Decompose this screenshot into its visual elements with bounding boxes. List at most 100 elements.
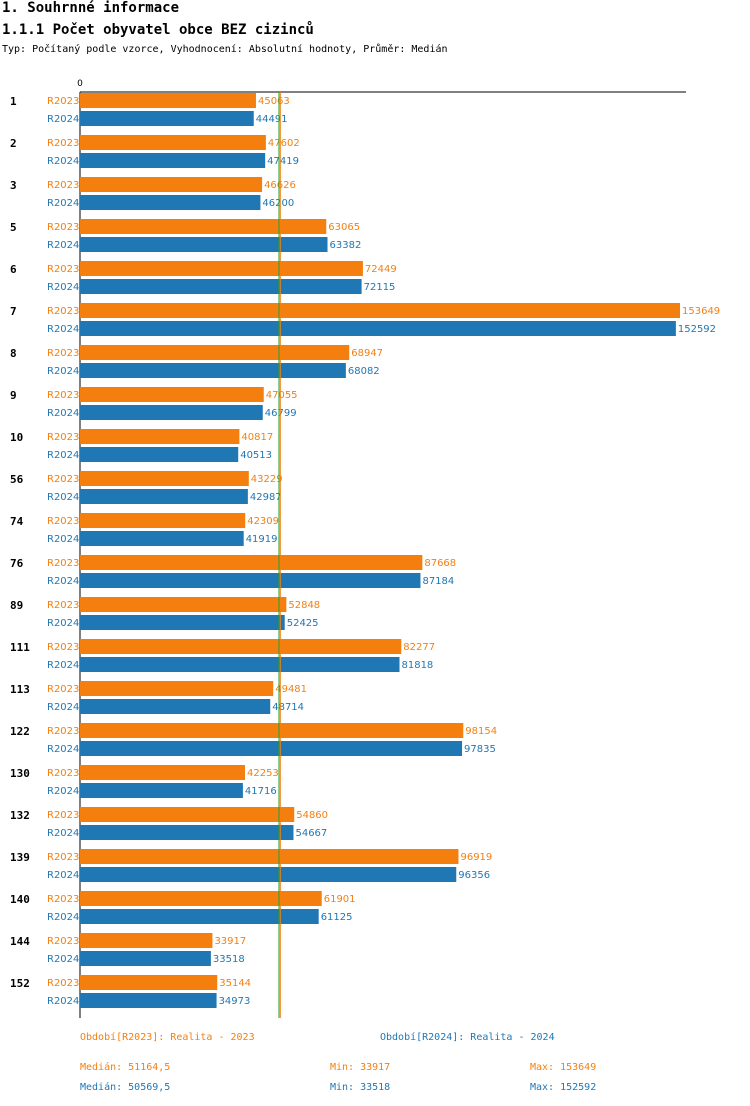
bar-r2023: [80, 177, 263, 192]
category-label: 3: [10, 179, 17, 192]
series-label-r2023: R2023: [47, 222, 79, 233]
x-tick-label: 0: [77, 79, 83, 89]
series-label-r2023: R2023: [47, 558, 79, 569]
value-label-r2024: 52425: [287, 618, 319, 629]
series-label-r2023: R2023: [47, 180, 79, 191]
category-label: 139: [10, 851, 30, 864]
legend-r2024-period: Období[R2024]: Realita - 2024: [380, 1032, 555, 1043]
legend-r2023-median: Medián: 51164,5: [80, 1062, 171, 1073]
category-label: 111: [10, 641, 30, 654]
bar-r2024: [80, 825, 294, 840]
bar-r2024: [80, 363, 346, 378]
legend-r2023-min: Min: 33917: [330, 1062, 391, 1073]
bar-r2023: [80, 513, 246, 528]
page-title: 1. Souhrnné informace: [2, 0, 180, 16]
category-label: 122: [10, 725, 30, 738]
series-label-r2024: R2024: [47, 702, 79, 713]
value-label-r2023: 82277: [403, 642, 435, 653]
category-label: 140: [10, 893, 30, 906]
value-label-r2023: 33917: [214, 936, 246, 947]
bar-r2024: [80, 237, 328, 252]
series-label-r2024: R2024: [47, 156, 79, 167]
series-label-r2024: R2024: [47, 534, 79, 545]
value-label-r2024: 47419: [267, 156, 299, 167]
bar-r2024: [80, 657, 400, 672]
series-label-r2024: R2024: [47, 870, 79, 881]
bar-r2024: [80, 699, 271, 714]
bar-r2024: [80, 195, 261, 210]
value-label-r2024: 41716: [245, 786, 277, 797]
bar-r2023: [80, 219, 327, 234]
value-label-r2023: 153649: [682, 306, 720, 317]
category-label: 144: [10, 935, 30, 948]
category-label: 8: [10, 347, 17, 360]
series-label-r2024: R2024: [47, 366, 79, 377]
series-label-r2023: R2023: [47, 894, 79, 905]
bar-r2024: [80, 909, 319, 924]
series-label-r2024: R2024: [47, 660, 79, 671]
series-label-r2023: R2023: [47, 96, 79, 107]
bar-r2023: [80, 387, 264, 402]
bar-r2023: [80, 933, 213, 948]
category-label: 113: [10, 683, 30, 696]
series-label-r2024: R2024: [47, 618, 79, 629]
value-label-r2023: 47055: [266, 390, 298, 401]
bar-r2023: [80, 891, 322, 906]
category-label: 56: [10, 473, 24, 486]
bar-r2024: [80, 489, 248, 504]
legend-r2023-max: Max: 153649: [530, 1062, 597, 1073]
series-label-r2023: R2023: [47, 684, 79, 695]
value-label-r2024: 34973: [219, 996, 251, 1007]
series-label-r2023: R2023: [47, 348, 79, 359]
series-label-r2023: R2023: [47, 726, 79, 737]
bar-r2024: [80, 783, 243, 798]
value-label-r2023: 98154: [465, 726, 497, 737]
value-label-r2024: 33518: [213, 954, 245, 965]
value-label-r2023: 63065: [328, 222, 360, 233]
bar-r2024: [80, 573, 421, 588]
legend-r2024-min: Min: 33518: [330, 1082, 391, 1093]
value-label-r2023: 96919: [460, 852, 492, 863]
series-label-r2024: R2024: [47, 576, 79, 587]
category-label: 130: [10, 767, 30, 780]
series-label-r2024: R2024: [47, 324, 79, 335]
value-label-r2023: 87668: [424, 558, 456, 569]
bar-r2024: [80, 279, 362, 294]
bar-r2023: [80, 303, 680, 318]
value-label-r2024: 97835: [464, 744, 496, 755]
series-label-r2023: R2023: [47, 264, 79, 275]
value-label-r2023: 61901: [324, 894, 356, 905]
series-label-r2024: R2024: [47, 954, 79, 965]
series-label-r2023: R2023: [47, 768, 79, 779]
value-label-r2023: 52848: [288, 600, 320, 611]
value-label-r2023: 68947: [351, 348, 383, 359]
series-label-r2024: R2024: [47, 282, 79, 293]
bar-r2023: [80, 429, 240, 444]
value-label-r2023: 42253: [247, 768, 279, 779]
bar-r2024: [80, 405, 263, 420]
bar-r2023: [80, 975, 218, 990]
value-label-r2023: 72449: [365, 264, 397, 275]
value-label-r2024: 81818: [401, 660, 433, 671]
series-label-r2023: R2023: [47, 852, 79, 863]
chart-title: 1.1.1 Počet obyvatel obce BEZ cizinců: [2, 22, 314, 38]
bar-r2024: [80, 447, 239, 462]
category-label: 152: [10, 977, 30, 990]
bar-r2023: [80, 723, 464, 738]
value-label-r2023: 45063: [258, 96, 290, 107]
legend-r2024-median: Medián: 50569,5: [80, 1082, 171, 1093]
value-label-r2024: 46200: [262, 198, 294, 209]
category-label: 5: [10, 221, 17, 234]
value-label-r2024: 42987: [250, 492, 282, 503]
bar-r2023: [80, 471, 249, 486]
type-description: Typ: Počítaný podle vzorce, Vyhodnocení:…: [2, 44, 448, 55]
bar-r2024: [80, 951, 211, 966]
value-label-r2023: 40817: [241, 432, 273, 443]
series-label-r2024: R2024: [47, 450, 79, 461]
series-label-r2024: R2024: [47, 114, 79, 125]
series-label-r2023: R2023: [47, 978, 79, 989]
value-label-r2024: 87184: [422, 576, 454, 587]
series-label-r2023: R2023: [47, 432, 79, 443]
category-label: 10: [10, 431, 23, 444]
bar-r2024: [80, 153, 266, 168]
